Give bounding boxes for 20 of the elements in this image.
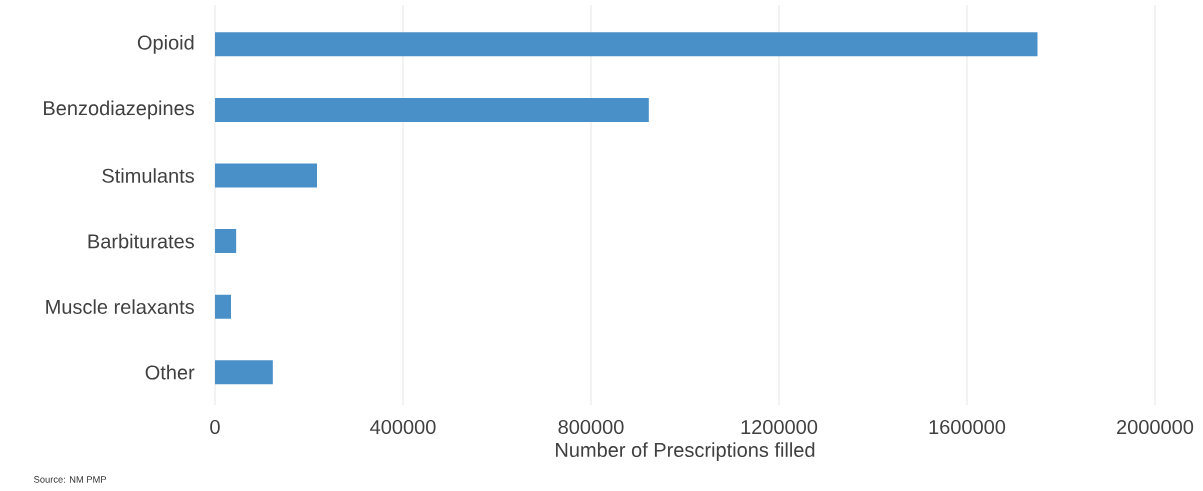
bar [215,294,231,319]
bar [215,97,649,122]
x-tick-label: 800000 [558,419,624,435]
y-tick-label: Benzodiazepines [44,100,194,120]
x-tick-label: 400000 [370,419,436,435]
bar [215,32,1038,57]
x-tick-label: 1600000 [929,419,1006,435]
source-note: Source: NM PMP [34,476,107,483]
y-tick-label: Muscle relaxants [46,299,194,314]
y-tick-label: Barbiturates [88,233,194,249]
bar [215,360,273,385]
y-tick-label: Opioid [137,35,194,54]
x-tick-label: 0 [210,419,220,435]
x-axis-title: Number of Prescriptions filled [556,442,815,461]
x-tick-label: 2000000 [1117,419,1194,435]
x-tick-label: 1200000 [741,419,818,435]
bar [215,163,317,188]
bar [215,229,237,254]
y-tick-label: Stimulants [102,168,194,183]
y-tick-label: Other [145,364,195,380]
